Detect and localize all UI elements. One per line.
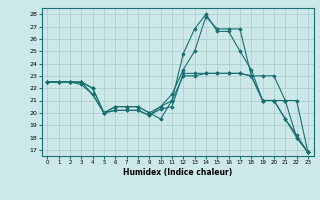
- X-axis label: Humidex (Indice chaleur): Humidex (Indice chaleur): [123, 168, 232, 177]
